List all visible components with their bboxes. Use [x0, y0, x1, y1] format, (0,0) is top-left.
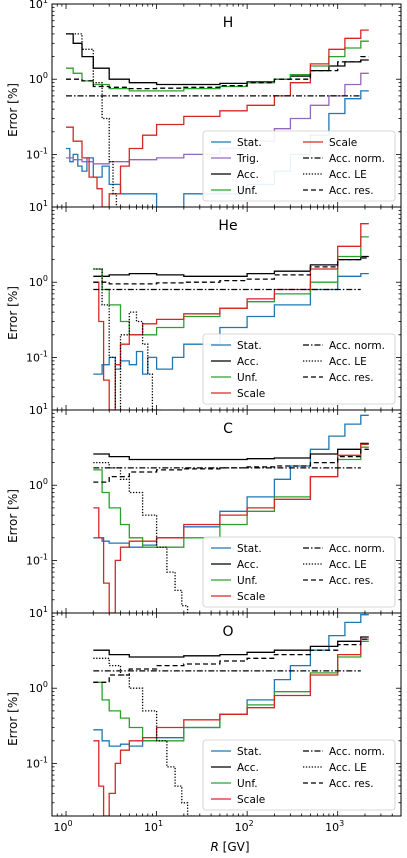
x-axis-label-variable: R	[210, 840, 218, 854]
series-stat	[93, 414, 369, 548]
legend-label: Acc. LE	[329, 356, 367, 368]
legend-label: Stat.	[237, 137, 262, 149]
y-tick-label: 101	[29, 402, 48, 417]
y-axis-label: Error [%]	[6, 286, 20, 340]
legend-box	[202, 739, 396, 811]
x-tick-label: 100	[53, 819, 72, 834]
legend-label: Acc. LE	[329, 559, 367, 571]
legend-label: Acc. res.	[329, 185, 374, 197]
y-tick-label: 10-1	[26, 146, 48, 161]
legend-label: Scale	[237, 591, 265, 603]
legend-label: Acc. norm.	[329, 153, 385, 165]
series-group	[93, 614, 369, 816]
panel-h: 10-1 100 101 H Stat. Trig. Acc. Unf. Scale Acc. n…	[26, 0, 402, 208]
legend-label: Acc. norm.	[329, 746, 385, 758]
plot-frame	[51, 612, 402, 817]
series-group	[66, 29, 369, 207]
legend: Stat. Acc. Unf. Scale Acc. norm. Acc. LE Acc. …	[202, 739, 396, 811]
x-axis-label: R [GV]	[210, 840, 249, 854]
y-tick-label: 101	[29, 0, 48, 11]
x-tick-label: 103	[325, 819, 344, 834]
series-acc-le	[93, 657, 196, 816]
series-scale	[93, 443, 369, 613]
series-unf	[66, 40, 369, 92]
panel-title: He	[218, 218, 237, 234]
legend-label: Stat.	[237, 746, 262, 758]
legend-label: Acc. norm.	[329, 340, 385, 352]
series-unf	[93, 236, 369, 336]
legend-label: Acc. LE	[329, 169, 367, 181]
x-tick-label: 101	[144, 819, 163, 834]
legend-label: Acc. res.	[329, 372, 374, 384]
y-tick-label: 101	[29, 199, 48, 214]
legend: Stat. Trig. Acc. Unf. Scale Acc. norm. Acc. LE…	[202, 130, 396, 202]
x-tick-label: 102	[235, 819, 254, 834]
series-group	[93, 223, 369, 410]
legend-label: Acc.	[237, 762, 259, 774]
y-tick-label: 100	[29, 477, 48, 492]
legend-label: Trig.	[236, 153, 259, 165]
y-tick-label: 10-1	[26, 349, 48, 364]
series-acc-res	[93, 638, 369, 683]
legend: Stat. Acc. Unf. Scale Acc. norm. Acc. LE Acc. …	[202, 536, 396, 608]
legend-label: Scale	[237, 794, 265, 806]
legend-box	[202, 130, 396, 202]
legend-label: Acc. res.	[329, 778, 374, 790]
series-group	[93, 414, 369, 613]
y-tick-label: 100	[29, 680, 48, 695]
legend-label: Scale	[237, 388, 265, 400]
series-scale	[66, 29, 369, 207]
series-acc	[93, 636, 369, 658]
legend-label: Acc.	[237, 169, 259, 181]
legend-label: Acc. LE	[329, 762, 367, 774]
legend-label: Acc.	[237, 559, 259, 571]
series-acc	[66, 33, 369, 86]
y-tick-label: 10-1	[26, 552, 48, 567]
y-tick-label: 100	[29, 71, 48, 86]
y-axis-label: Error [%]	[6, 692, 20, 746]
panel-title: O	[222, 624, 233, 640]
series-acc-res	[66, 55, 369, 90]
y-tick-label: 100	[29, 274, 48, 289]
series-unf	[93, 446, 369, 548]
legend-label: Unf.	[237, 575, 258, 587]
panel-title: C	[223, 421, 233, 437]
legend-box	[202, 536, 396, 608]
panel-title: H	[223, 15, 234, 31]
series-scale	[93, 223, 369, 410]
series-unf	[93, 640, 369, 742]
panel-c: 10-1 100 101 C Stat. Acc. Unf. Scale Acc. norm. A…	[26, 402, 402, 614]
series-acc-le	[66, 33, 125, 207]
legend-label: Unf.	[237, 778, 258, 790]
panel-he: 10-1 100 101 He Stat. Acc. Unf. Scale Acc. norm.…	[26, 199, 402, 411]
legend-label: Acc. norm.	[329, 543, 385, 555]
series-acc-res	[93, 448, 369, 483]
legend-label: Acc.	[237, 356, 259, 368]
legend-box	[202, 333, 396, 405]
series-acc-res	[93, 257, 369, 285]
panel-o: 10-1 100 101 100 101 102 103 O Stat. Acc. Unf. Scal…	[26, 605, 402, 834]
legend: Stat. Acc. Unf. Scale Acc. norm. Acc. LE Acc. …	[202, 333, 396, 405]
legend-label: Stat.	[237, 543, 262, 555]
legend-label: Scale	[329, 137, 357, 149]
legend-label: Stat.	[237, 340, 262, 352]
legend-label: Unf.	[237, 185, 258, 197]
x-axis-label-unit: [GV]	[219, 840, 250, 854]
legend-label: Unf.	[237, 372, 258, 384]
y-axis-label: Error [%]	[6, 83, 20, 137]
y-axis-label: Error [%]	[6, 489, 20, 543]
y-tick-label: 101	[29, 605, 48, 620]
panels: 10-1 100 101 H Stat. Trig. Acc. Unf. Scale Acc. n…	[26, 0, 402, 834]
series-acc	[93, 442, 369, 461]
legend-label: Acc. res.	[329, 575, 374, 587]
y-tick-label: 10-1	[26, 755, 48, 770]
